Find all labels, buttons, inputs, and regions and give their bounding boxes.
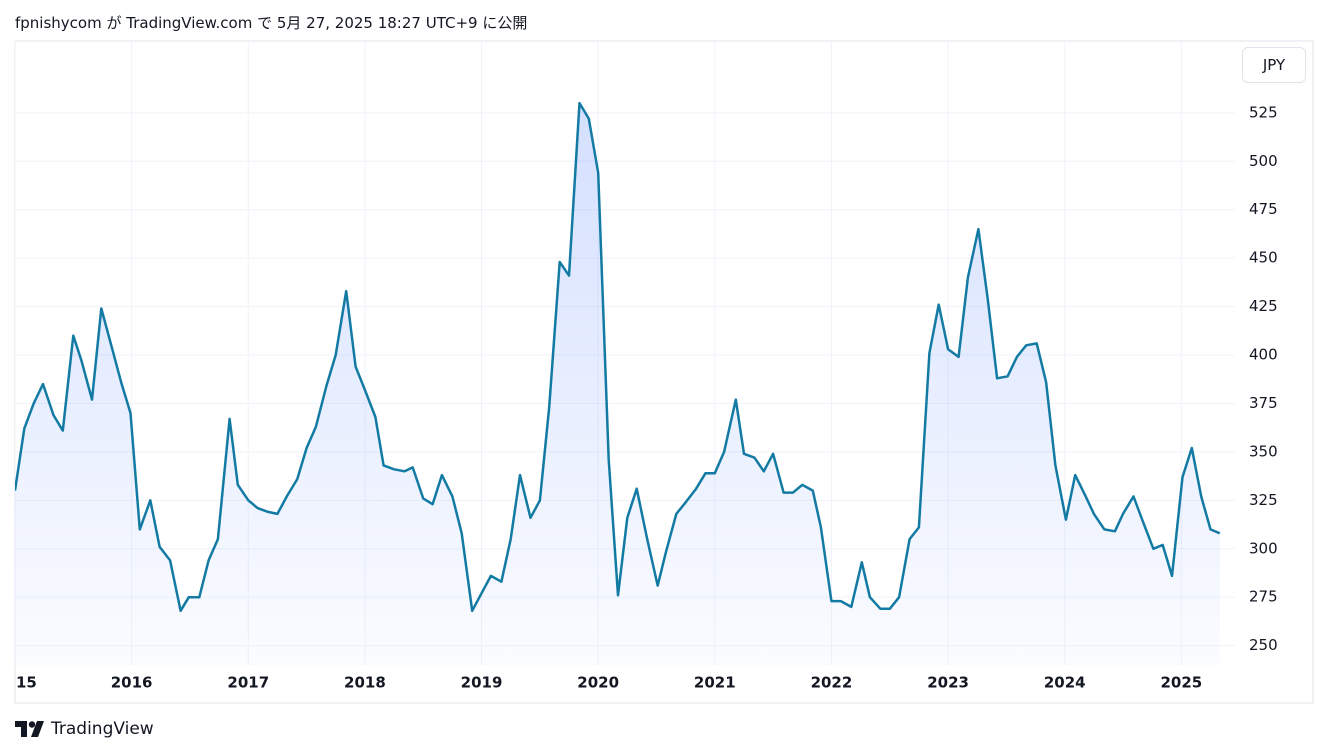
y-tick-label: 350	[1249, 442, 1278, 460]
y-tick-label: 475	[1249, 200, 1278, 218]
x-tick-label: 15	[16, 674, 37, 692]
y-tick-label: 500	[1249, 152, 1278, 170]
y-tick-label: 525	[1249, 103, 1278, 121]
y-tick-label: 400	[1249, 346, 1278, 364]
x-tick-label: 2019	[461, 674, 503, 692]
brand: TradingView	[15, 719, 154, 739]
y-tick-label: 325	[1249, 491, 1278, 509]
x-tick-label: 2022	[811, 674, 853, 692]
x-tick-label: 2017	[227, 674, 269, 692]
line	[15, 101, 1221, 613]
area	[15, 103, 1220, 665]
brand-name: TradingView	[51, 719, 154, 739]
x-tick-label: 2016	[111, 674, 153, 692]
y-tick-label: 450	[1249, 249, 1278, 267]
x-tick-label: 2018	[344, 674, 386, 692]
y-tick-label: 425	[1249, 297, 1278, 315]
brand-logo	[15, 721, 44, 737]
publish-info: fpnishycom が TradingView.com で 5月 27, 20…	[15, 14, 528, 32]
y-tick-label: 275	[1249, 588, 1278, 606]
x-tick-label: 2021	[694, 674, 736, 692]
y-tick-label: 375	[1249, 394, 1278, 412]
currency-button[interactable]: JPY	[1242, 47, 1306, 83]
x-tick-label: 2025	[1160, 674, 1202, 692]
x-tick-label: 2023	[927, 674, 969, 692]
y-tick-label: 250	[1249, 636, 1278, 654]
y-tick-label: 300	[1249, 539, 1278, 557]
x-tick-label: 2024	[1044, 674, 1086, 692]
x-tick-label: 2020	[577, 674, 619, 692]
